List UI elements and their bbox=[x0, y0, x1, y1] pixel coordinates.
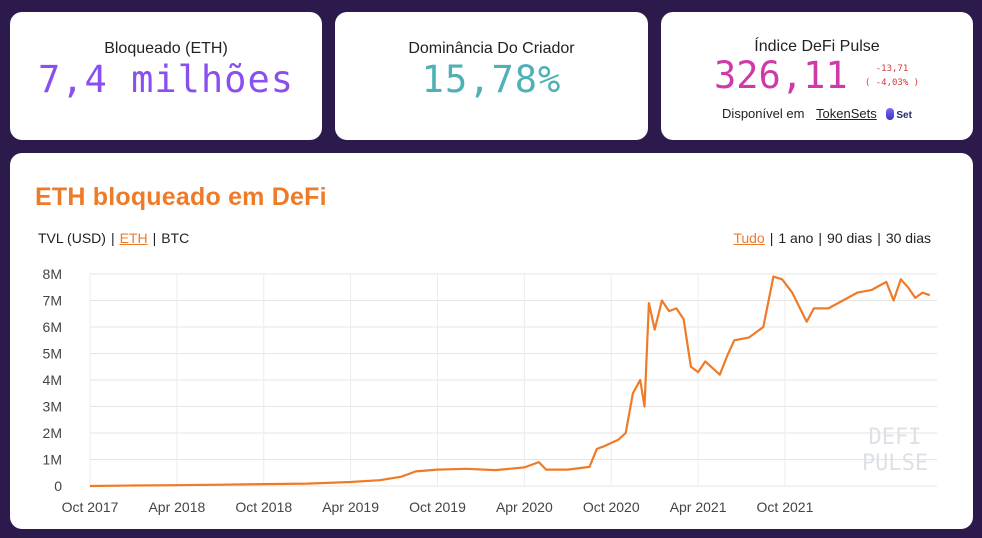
set-logo[interactable]: Set bbox=[886, 108, 912, 121]
y-tick-label: 3M bbox=[43, 399, 62, 415]
x-tick-label: Oct 2018 bbox=[235, 499, 292, 515]
x-tick-label: Apr 2018 bbox=[148, 499, 205, 515]
range-option-1-year[interactable]: 1 ano bbox=[778, 230, 814, 246]
pulse-change: -13,71 ( -4,03% ) bbox=[857, 62, 927, 90]
separator: | bbox=[877, 230, 881, 246]
unit-option-eth[interactable]: ETH bbox=[119, 230, 148, 246]
creator-dominance-value: 15,78% bbox=[421, 58, 562, 101]
x-tick-label: Apr 2021 bbox=[670, 499, 727, 515]
separator: | bbox=[769, 230, 774, 246]
set-logo-icon bbox=[886, 108, 895, 120]
eth-locked-chart[interactable]: 0 1M 2M 3M 4M 5M 6M 7M 8M Oct 2017 Apr 2018 Oct 201… bbox=[10, 153, 973, 529]
range-toggle: Tudo | 1 ano | 90 dias | 30 dias bbox=[733, 230, 931, 246]
range-option-90-days[interactable]: 90 dias bbox=[827, 230, 873, 246]
y-tick-label: 1M bbox=[43, 452, 62, 468]
range-option-30-days[interactable]: 30 dias bbox=[885, 230, 931, 246]
x-tick-label: Oct 2019 bbox=[409, 499, 466, 515]
available-prefix: Disponível em bbox=[722, 106, 805, 121]
x-tick-label: Apr 2019 bbox=[322, 499, 379, 515]
y-tick-label: 6M bbox=[43, 319, 62, 335]
chart-title: ETH bloqueado em DeFi bbox=[35, 183, 327, 211]
stat-card-defi-pulse-index: Índice DeFi Pulse 326,11 -13,71 ( -4,03%… bbox=[661, 12, 973, 140]
defi-pulse-index-label: Índice DeFi Pulse bbox=[754, 38, 880, 55]
stat-card-creator-dominance: Dominância Do Criador 15,78% bbox=[335, 12, 648, 140]
pulse-value-row: 326,11 -13,71 ( -4,03% ) bbox=[661, 56, 973, 96]
y-tick-label: 2M bbox=[43, 425, 62, 441]
watermark-text: DEFI bbox=[869, 425, 922, 450]
range-option-all[interactable]: Tudo bbox=[733, 230, 765, 246]
x-tick-label: Oct 2021 bbox=[757, 499, 814, 515]
pulse-change-pct: ( -4,03% ) bbox=[864, 78, 920, 88]
creator-dominance-label: Dominância Do Criador bbox=[408, 40, 575, 57]
chart-card: ETH bloqueado em DeFi TVL (USD) | ETH | BTC … bbox=[10, 153, 973, 529]
series-line-eth bbox=[89, 275, 931, 488]
separator: | bbox=[152, 230, 157, 246]
available-on: Disponível em TokenSets Set bbox=[661, 106, 973, 121]
y-tick-label: 5M bbox=[43, 346, 62, 362]
pulse-change-abs: -13,71 bbox=[875, 64, 909, 74]
defi-pulse-index-value: 326,11 bbox=[714, 54, 848, 97]
y-tick-label: 7M bbox=[43, 293, 62, 309]
tokensets-link[interactable]: TokenSets bbox=[816, 106, 877, 121]
y-tick-label: 8M bbox=[43, 266, 62, 282]
separator: | bbox=[818, 230, 823, 246]
set-logo-text: Set bbox=[896, 110, 912, 121]
x-tick-label: Oct 2017 bbox=[62, 499, 119, 515]
locked-eth-label: Bloqueado (ETH) bbox=[104, 40, 228, 57]
x-tick-label: Oct 2020 bbox=[583, 499, 640, 515]
y-tick-label: 0 bbox=[54, 478, 62, 494]
stat-card-locked-eth: Bloqueado (ETH) 7,4 milhões bbox=[10, 12, 322, 140]
unit-option-btc[interactable]: BTC bbox=[161, 230, 190, 246]
x-tick-label: Apr 2020 bbox=[496, 499, 553, 515]
unit-option-tvl-usd[interactable]: TVL (USD) bbox=[38, 230, 106, 246]
watermark-text: PULSE bbox=[862, 451, 928, 476]
separator: | bbox=[110, 230, 115, 246]
locked-eth-value: 7,4 milhões bbox=[37, 58, 295, 101]
unit-toggle: TVL (USD) | ETH | BTC bbox=[38, 230, 189, 246]
y-tick-label: 4M bbox=[43, 372, 62, 388]
